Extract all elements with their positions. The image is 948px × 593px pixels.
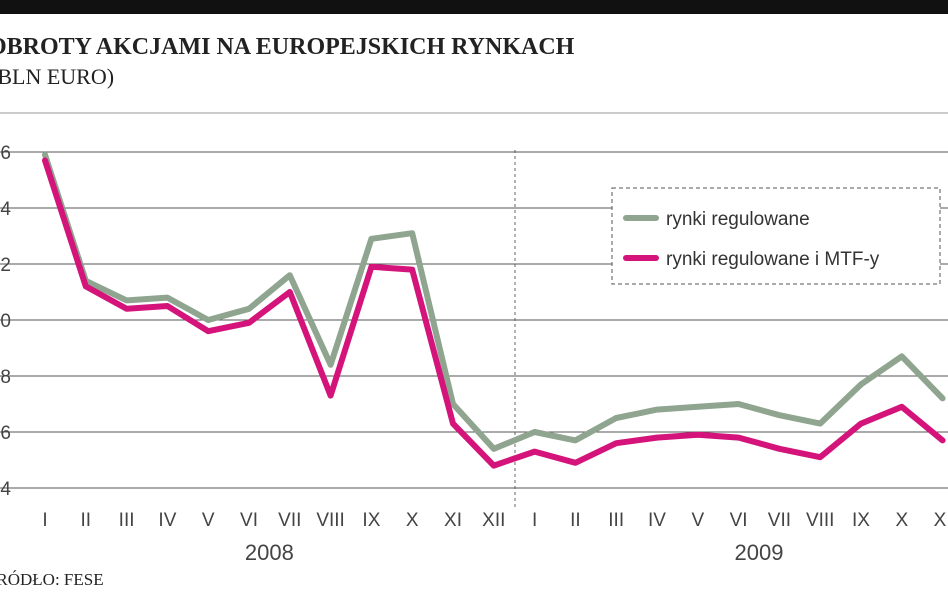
x-tick-label: IX bbox=[852, 510, 870, 531]
chart-subtitle: (BLN EURO) bbox=[0, 64, 114, 89]
x-tick-label: VI bbox=[240, 510, 258, 531]
x-tick-label: X bbox=[895, 510, 908, 531]
y-tick-label: 0,4 bbox=[0, 479, 11, 500]
x-tick-label: IX bbox=[362, 510, 380, 531]
x-tick-label: XI bbox=[444, 510, 462, 531]
series-line bbox=[42, 157, 946, 469]
y-tick-label: 0,8 bbox=[0, 367, 11, 388]
x-tick-label: VIII bbox=[806, 510, 835, 531]
series-line bbox=[42, 151, 946, 452]
x-tick-label: II bbox=[81, 510, 92, 531]
x-tick-label: X bbox=[406, 510, 419, 531]
x-tick-label: VII bbox=[278, 510, 301, 531]
y-tick-label: 0,6 bbox=[0, 423, 11, 444]
x-tick-label: VIII bbox=[316, 510, 345, 531]
x-tick-label: III bbox=[119, 510, 135, 531]
x-tick-label: I bbox=[42, 510, 47, 531]
x-tick-label: IV bbox=[158, 510, 176, 531]
year-label: 2009 bbox=[735, 540, 784, 565]
top-bar bbox=[0, 0, 948, 14]
x-tick-label: III bbox=[608, 510, 624, 531]
x-tick-label: I bbox=[532, 510, 537, 531]
y-tick-label: 1,2 bbox=[0, 255, 11, 276]
x-tick-label: XII bbox=[482, 510, 505, 531]
legend-box bbox=[611, 187, 941, 285]
x-tick-label: II bbox=[570, 510, 581, 531]
x-tick-label: V bbox=[202, 510, 215, 531]
x-tick-label: VI bbox=[730, 510, 748, 531]
y-tick-label: 1,6 bbox=[0, 143, 11, 164]
chart-title: OBROTY AKCJAMI NA EUROPEJSKICH RYNKACH bbox=[0, 34, 575, 60]
x-tick-label: XI bbox=[934, 510, 948, 531]
x-tick-label: VII bbox=[768, 510, 791, 531]
source: ŹRÓDŁO: FESE bbox=[0, 570, 104, 589]
legend-label: rynki regulowane i MTF-y bbox=[666, 249, 880, 270]
legend-label: rynki regulowane bbox=[666, 209, 810, 230]
y-tick-label: 1,0 bbox=[0, 311, 11, 332]
x-tick-label: IV bbox=[648, 510, 666, 531]
year-label: 2008 bbox=[245, 540, 294, 565]
y-tick-label: 1,4 bbox=[0, 199, 11, 220]
x-tick-label: V bbox=[691, 510, 704, 531]
